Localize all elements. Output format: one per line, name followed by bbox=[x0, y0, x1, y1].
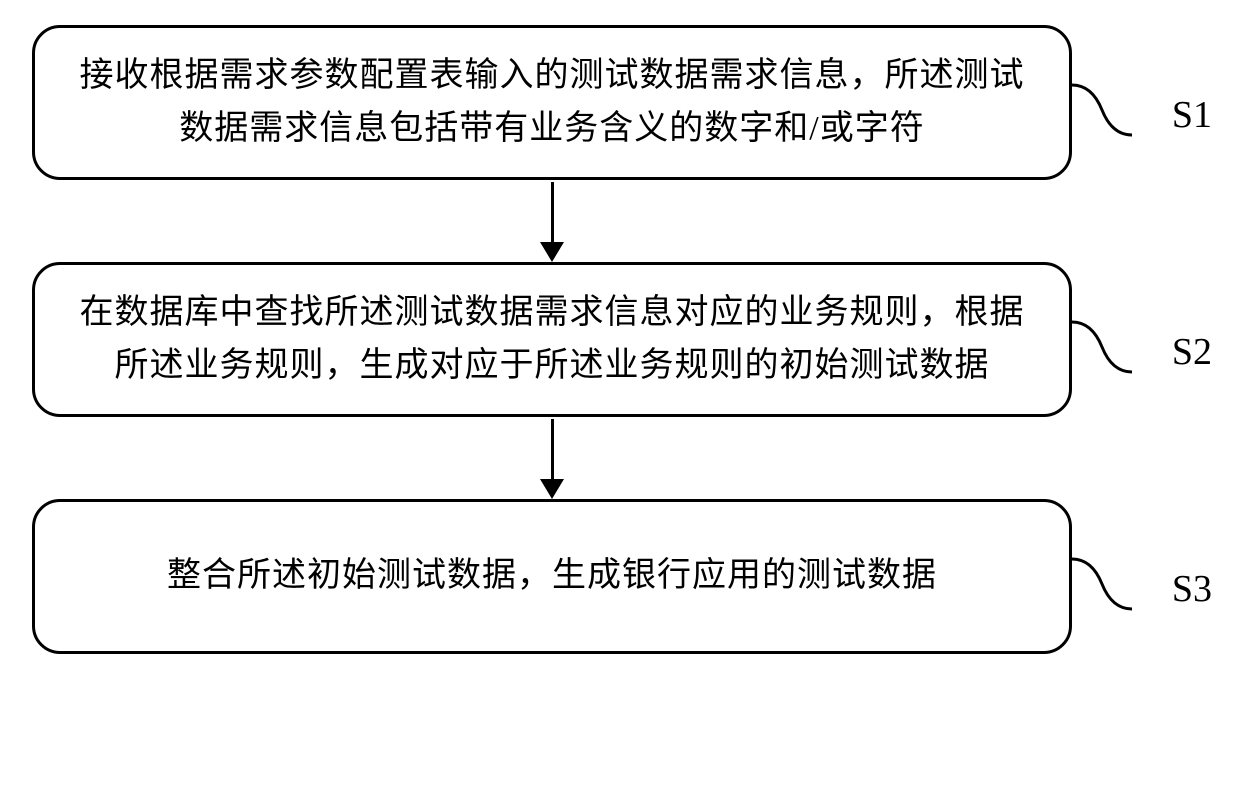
step-label-s2: S2 bbox=[1172, 330, 1212, 374]
connector-s2 bbox=[1067, 317, 1167, 377]
connector-s3 bbox=[1067, 554, 1167, 614]
node-text-s3: 整合所述初始测试数据，生成银行应用的测试数据 bbox=[167, 550, 937, 603]
flowchart-node-s3: 整合所述初始测试数据，生成银行应用的测试数据 bbox=[32, 499, 1072, 654]
arrow-line bbox=[551, 419, 554, 481]
step-label-s3: S3 bbox=[1172, 567, 1212, 611]
node-wrapper-s1: 接收根据需求参数配置表输入的测试数据需求信息，所述测试数据需求信息包括带有业务含… bbox=[32, 25, 1072, 180]
flowchart-node-s1: 接收根据需求参数配置表输入的测试数据需求信息，所述测试数据需求信息包括带有业务含… bbox=[32, 25, 1072, 180]
node-wrapper-s3: 整合所述初始测试数据，生成银行应用的测试数据 S3 bbox=[32, 499, 1072, 654]
arrow-line bbox=[551, 182, 554, 244]
node-text-s2: 在数据库中查找所述测试数据需求信息对应的业务规则，根据所述业务规则，生成对应于所… bbox=[65, 287, 1039, 392]
node-wrapper-s2: 在数据库中查找所述测试数据需求信息对应的业务规则，根据所述业务规则，生成对应于所… bbox=[32, 262, 1072, 417]
connector-s1 bbox=[1067, 80, 1167, 140]
flowchart-container: 接收根据需求参数配置表输入的测试数据需求信息，所述测试数据需求信息包括带有业务含… bbox=[32, 25, 1207, 654]
arrow-s1-s2 bbox=[32, 180, 1072, 262]
arrow-s2-s3 bbox=[32, 417, 1072, 499]
flowchart-node-s2: 在数据库中查找所述测试数据需求信息对应的业务规则，根据所述业务规则，生成对应于所… bbox=[32, 262, 1072, 417]
step-label-s1: S1 bbox=[1172, 93, 1212, 137]
node-text-s1: 接收根据需求参数配置表输入的测试数据需求信息，所述测试数据需求信息包括带有业务含… bbox=[65, 50, 1039, 155]
